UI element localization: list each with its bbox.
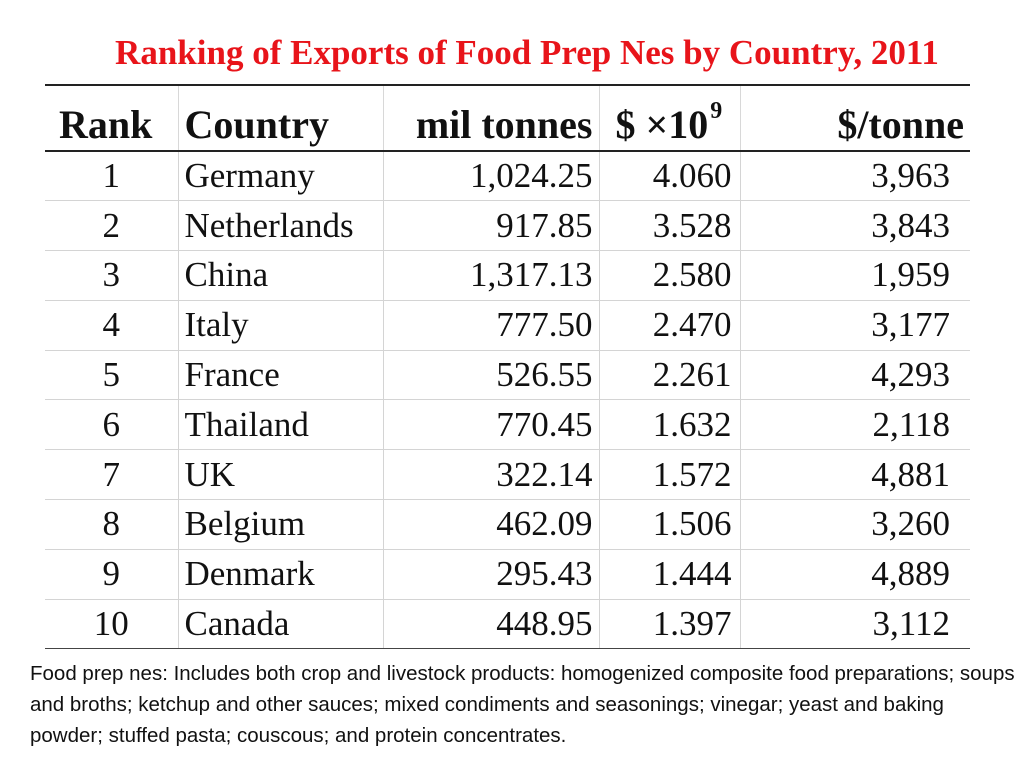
cell-rank: 6 [45,399,178,451]
cell-rank: 1 [45,151,178,202]
cell-mil-tonnes: 917.85 [382,200,599,252]
cell-dollars: 2.580 [598,250,740,301]
cell-rank: 8 [45,499,178,550]
cell-dollars-per-tonne: 4,889 [739,549,970,600]
ranking-table: Rank Country mil tonnes $ ×109 $/tonne 1… [45,84,970,650]
cell-rank: 10 [45,599,178,650]
table-row: 5 France 526.55 2.261 4,293 [45,350,970,401]
cell-dollars: 3.528 [598,200,740,252]
table-row: 1 Germany 1,024.25 4.060 3,963 [45,151,970,202]
cell-country: China [177,250,383,301]
cell-mil-tonnes: 777.50 [382,300,599,351]
ranking-table-container: Rank Country mil tonnes $ ×109 $/tonne 1… [45,84,970,650]
cell-dollars: 1.506 [598,499,740,550]
cell-mil-tonnes: 1,024.25 [382,151,599,202]
cell-dollars: 1.572 [598,449,740,501]
table-row: 3 China 1,317.13 2.580 1,959 [45,250,970,301]
cell-dollars-per-tonne: 3,963 [739,151,970,202]
cell-country: Italy [177,300,383,351]
cell-dollars: 2.261 [598,350,740,401]
cell-dollars-per-tonne: 3,112 [739,599,970,650]
cell-country: UK [177,449,383,501]
cell-country: Netherlands [177,200,383,252]
cell-rank: 5 [45,350,178,401]
cell-mil-tonnes: 526.55 [382,350,599,401]
cell-country: Denmark [177,549,383,600]
cell-dollars-per-tonne: 3,177 [739,300,970,351]
cell-mil-tonnes: 322.14 [382,449,599,501]
cell-rank: 4 [45,300,178,351]
cell-rank: 9 [45,549,178,600]
table-row: 10 Canada 448.95 1.397 3,112 [45,599,970,650]
table-row: 6 Thailand 770.45 1.632 2,118 [45,399,970,451]
cell-mil-tonnes: 770.45 [382,399,599,451]
cell-dollars: 1.632 [598,399,740,451]
cell-country: Thailand [177,399,383,451]
cell-dollars: 1.444 [598,549,740,600]
header-row: Rank Country mil tonnes $ ×109 $/tonne [45,84,970,152]
cell-dollars-per-tonne: 4,881 [739,449,970,501]
table-body: 1 Germany 1,024.25 4.060 3,963 2 Netherlands 91… [45,151,970,650]
table-row: 4 Italy 777.50 2.470 3,177 [45,300,970,351]
cell-country: Belgium [177,499,383,550]
header-dollars: $ ×109 [598,84,740,152]
header-dollars-base: $ ×10 [615,102,709,147]
header-dollars-per-tonne: $/tonne [739,84,970,152]
cell-dollars-per-tonne: 3,843 [739,200,970,252]
chart-title: Ranking of Exports of Food Prep Nes by C… [115,33,939,72]
cell-country: Canada [177,599,383,650]
header-dollars-exponent: 9 [710,98,723,124]
cell-dollars-per-tonne: 4,293 [739,350,970,401]
cell-mil-tonnes: 462.09 [382,499,599,550]
table-row: 7 UK 322.14 1.572 4,881 [45,449,970,501]
cell-dollars: 1.397 [598,599,740,650]
cell-dollars-per-tonne: 2,118 [739,399,970,451]
cell-mil-tonnes: 448.95 [382,599,599,650]
header-rank: Rank [45,84,178,152]
cell-dollars-per-tonne: 3,260 [739,499,970,550]
cell-dollars-per-tonne: 1,959 [739,250,970,301]
cell-rank: 2 [45,200,178,252]
cell-country: Germany [177,151,383,202]
cell-dollars: 4.060 [598,151,740,202]
header-mil-tonnes: mil tonnes [382,84,599,152]
cell-country: France [177,350,383,401]
cell-dollars: 2.470 [598,300,740,351]
cell-rank: 3 [45,250,178,301]
table-row: 2 Netherlands 917.85 3.528 3,843 [45,200,970,252]
cell-rank: 7 [45,449,178,501]
cell-mil-tonnes: 1,317.13 [382,250,599,301]
footnote: Food prep nes: Includes both crop and li… [30,662,1015,747]
header-country: Country [177,84,383,152]
table-row: 9 Denmark 295.43 1.444 4,889 [45,549,970,600]
table-row: 8 Belgium 462.09 1.506 3,260 [45,499,970,550]
cell-mil-tonnes: 295.43 [382,549,599,600]
